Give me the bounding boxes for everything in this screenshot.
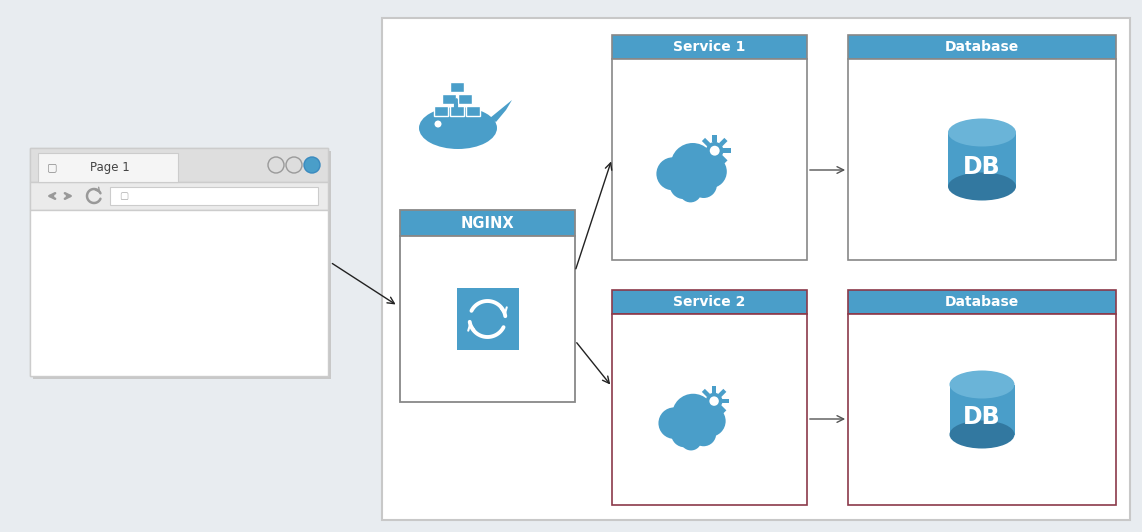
Bar bbox=[442, 94, 456, 104]
Bar bbox=[466, 106, 480, 116]
Ellipse shape bbox=[948, 119, 1016, 146]
Text: Service 1: Service 1 bbox=[674, 40, 746, 54]
Bar bbox=[849, 314, 1116, 505]
Bar bbox=[383, 18, 1129, 520]
Bar bbox=[33, 151, 331, 379]
Circle shape bbox=[669, 170, 698, 199]
Text: ▢: ▢ bbox=[47, 162, 57, 172]
Text: DB: DB bbox=[963, 155, 1000, 179]
Bar bbox=[948, 132, 1016, 187]
Ellipse shape bbox=[949, 370, 1014, 398]
Ellipse shape bbox=[948, 172, 1016, 201]
Bar bbox=[849, 59, 1116, 260]
Bar bbox=[458, 94, 472, 104]
Circle shape bbox=[691, 172, 717, 198]
Circle shape bbox=[709, 146, 719, 156]
Text: Database: Database bbox=[944, 40, 1019, 54]
Bar bbox=[711, 409, 716, 417]
Circle shape bbox=[694, 155, 726, 188]
Circle shape bbox=[691, 421, 716, 446]
Bar bbox=[450, 82, 464, 92]
Circle shape bbox=[679, 180, 701, 202]
Bar bbox=[110, 187, 317, 205]
Bar bbox=[30, 210, 328, 376]
Bar bbox=[849, 290, 1116, 314]
Bar bbox=[400, 210, 576, 236]
Bar bbox=[30, 148, 328, 182]
Text: Database: Database bbox=[944, 295, 1019, 309]
Text: Page 1: Page 1 bbox=[90, 161, 130, 174]
Bar bbox=[723, 148, 731, 153]
Circle shape bbox=[706, 393, 723, 410]
Bar bbox=[702, 389, 710, 397]
Bar bbox=[849, 35, 1116, 59]
Circle shape bbox=[709, 396, 718, 406]
Bar bbox=[612, 59, 807, 260]
Bar bbox=[450, 106, 464, 116]
Bar bbox=[702, 405, 710, 413]
Circle shape bbox=[673, 394, 714, 436]
Circle shape bbox=[286, 157, 301, 173]
Circle shape bbox=[706, 142, 724, 160]
Circle shape bbox=[681, 429, 701, 451]
Circle shape bbox=[659, 408, 690, 439]
Text: ▢: ▢ bbox=[120, 191, 129, 201]
Bar bbox=[612, 314, 807, 505]
Ellipse shape bbox=[949, 420, 1014, 448]
Bar bbox=[434, 106, 448, 116]
Bar bbox=[30, 182, 328, 210]
Text: DB: DB bbox=[963, 405, 1000, 429]
Bar bbox=[699, 148, 707, 153]
Bar bbox=[702, 138, 710, 146]
Bar bbox=[949, 385, 1014, 435]
Bar bbox=[612, 35, 807, 59]
Text: NGINX: NGINX bbox=[460, 215, 514, 230]
Ellipse shape bbox=[419, 107, 497, 149]
Bar bbox=[719, 155, 727, 163]
Circle shape bbox=[304, 157, 320, 173]
Circle shape bbox=[694, 405, 725, 437]
Circle shape bbox=[671, 420, 699, 447]
Bar bbox=[400, 236, 576, 402]
Bar bbox=[612, 290, 807, 314]
Bar bbox=[30, 148, 328, 376]
Circle shape bbox=[268, 157, 284, 173]
Bar bbox=[711, 386, 716, 393]
Text: Service 2: Service 2 bbox=[674, 295, 746, 309]
Circle shape bbox=[670, 143, 715, 187]
Bar bbox=[713, 159, 717, 167]
Circle shape bbox=[657, 157, 690, 190]
Circle shape bbox=[434, 121, 442, 128]
Bar bbox=[718, 389, 726, 397]
Bar bbox=[713, 135, 717, 143]
Bar bbox=[719, 138, 727, 146]
Bar bbox=[702, 155, 710, 163]
Bar bbox=[699, 399, 706, 403]
Bar bbox=[722, 399, 730, 403]
Bar bbox=[38, 153, 178, 182]
Polygon shape bbox=[490, 100, 512, 122]
Bar bbox=[718, 405, 726, 413]
Bar bbox=[457, 288, 518, 350]
